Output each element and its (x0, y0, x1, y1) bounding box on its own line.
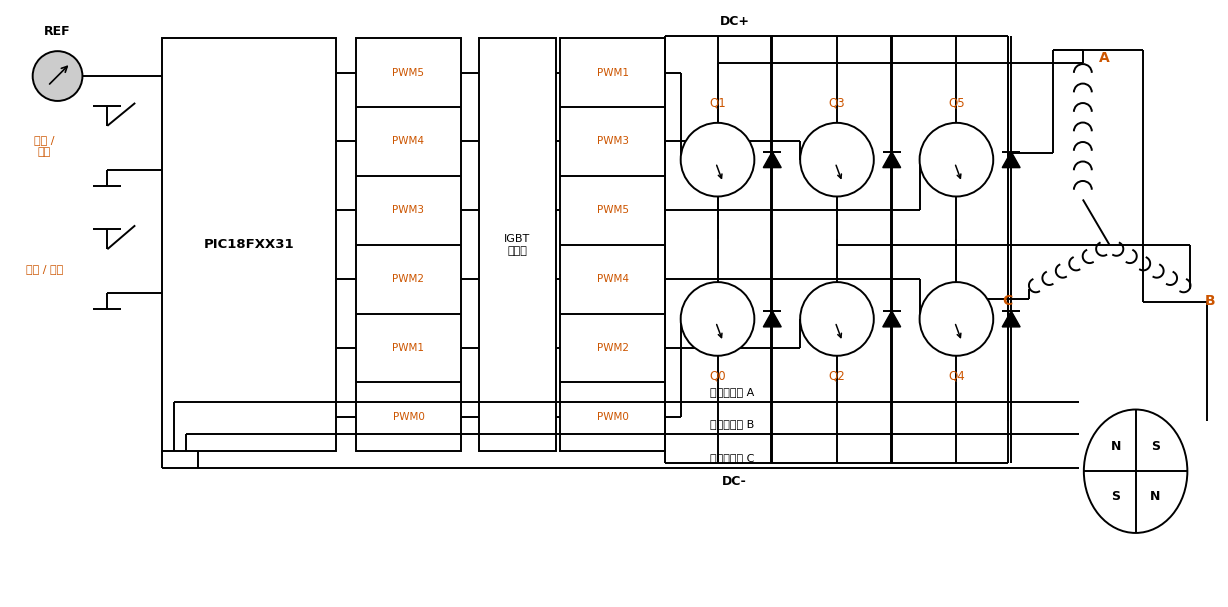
Text: 正转 / 反转: 正转 / 反转 (26, 264, 64, 274)
Text: C: C (1002, 294, 1012, 308)
Text: PWM4: PWM4 (393, 137, 425, 146)
Text: PIC18FXX31: PIC18FXX31 (204, 239, 295, 251)
Text: PWM4: PWM4 (597, 274, 629, 284)
Text: PWM5: PWM5 (393, 67, 425, 78)
Bar (560, 38, 664, 452)
Text: Q1: Q1 (709, 97, 726, 109)
Polygon shape (883, 152, 900, 168)
Text: PWM0: PWM0 (597, 412, 629, 422)
Circle shape (801, 282, 874, 356)
Text: B: B (1205, 294, 1216, 308)
Text: PWM2: PWM2 (597, 343, 629, 353)
Polygon shape (1002, 311, 1020, 327)
Ellipse shape (1084, 410, 1187, 533)
Text: PWM1: PWM1 (597, 67, 629, 78)
Text: PWM3: PWM3 (393, 205, 425, 215)
Circle shape (680, 282, 754, 356)
Text: N: N (1110, 440, 1121, 453)
Bar (479, 38, 556, 452)
Text: IGBT
驱动器: IGBT 驱动器 (505, 234, 530, 256)
Text: Q2: Q2 (829, 369, 845, 382)
Polygon shape (764, 152, 781, 168)
Text: Q3: Q3 (829, 97, 845, 109)
Text: PWM0: PWM0 (393, 412, 425, 422)
Text: S: S (1151, 440, 1160, 453)
Bar (162, 38, 336, 452)
Text: PWM2: PWM2 (393, 274, 425, 284)
Text: REF: REF (44, 25, 71, 38)
Text: DC+: DC+ (720, 15, 749, 28)
Text: N: N (1151, 490, 1160, 503)
Text: DC-: DC- (722, 475, 747, 487)
Text: 霍尔传感器 C: 霍尔传感器 C (710, 453, 754, 463)
Text: PWM3: PWM3 (597, 137, 629, 146)
Text: 霍尔传感器 A: 霍尔传感器 A (710, 387, 754, 396)
Circle shape (920, 282, 993, 356)
Bar (356, 38, 460, 452)
Polygon shape (764, 311, 781, 327)
Text: S: S (1111, 490, 1120, 503)
Text: Q5: Q5 (948, 97, 965, 109)
Text: PWM5: PWM5 (597, 205, 629, 215)
Text: PWM1: PWM1 (393, 343, 425, 353)
Text: Q4: Q4 (948, 369, 965, 382)
Polygon shape (883, 311, 900, 327)
Polygon shape (1002, 152, 1020, 168)
Circle shape (33, 51, 82, 101)
Text: 运行 /
停止: 运行 / 停止 (34, 135, 55, 157)
Circle shape (680, 123, 754, 197)
Circle shape (920, 123, 993, 197)
Circle shape (801, 123, 874, 197)
Text: A: A (1099, 51, 1110, 65)
Text: Q0: Q0 (710, 369, 726, 382)
Text: 霍尔传感器 B: 霍尔传感器 B (710, 419, 754, 429)
